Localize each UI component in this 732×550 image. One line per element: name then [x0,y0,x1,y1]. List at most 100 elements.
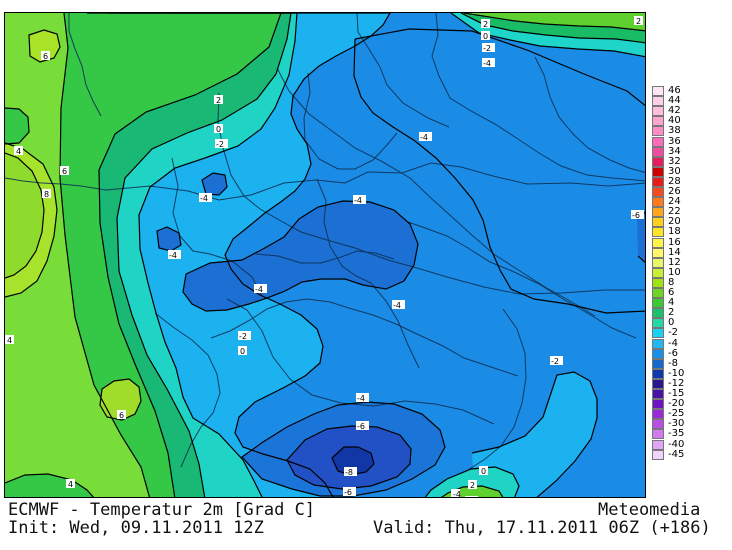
legend-label: -25 [668,408,685,420]
legend-row: -4 [652,337,722,349]
legend-swatch [652,267,664,278]
legend-row: -6 [652,348,722,359]
legend-label: -12 [668,377,685,389]
legend-row: 32 [652,156,722,167]
temperature-band-left-top-lime [29,30,60,62]
legend-row: 4 [652,297,722,309]
legend-row: 24 [652,196,722,208]
legend-label: -35 [668,428,685,440]
legend-swatch [652,126,664,137]
contour-label: 2 [214,95,223,105]
legend-row: 36 [652,135,722,147]
svg-text:0: 0 [481,467,486,476]
svg-text:-2: -2 [216,140,224,149]
svg-text:2: 2 [636,17,641,26]
contour-label: -2 [238,331,251,341]
contour-label: 6 [41,51,50,61]
legend-label: 14 [668,246,681,258]
svg-text:4: 4 [68,480,73,489]
legend-label: -40 [668,438,685,450]
legend-label: -10 [668,367,685,379]
legend-row: 38 [652,125,722,137]
svg-text:-8: -8 [345,468,353,477]
legend-swatch [652,166,664,177]
legend-row: 46 [652,85,722,96]
contour-labels: 2 2 0 -2 -4 [5,16,644,497]
contour-label: -6 [343,487,356,497]
legend-row: 44 [652,95,722,107]
contour-label: -6 [356,421,369,431]
contour-label: -4 [392,300,405,310]
contour-label: -2 [465,496,478,497]
svg-text:-6: -6 [632,211,640,220]
contour-label: -8 [344,467,357,477]
svg-text:-6: -6 [357,422,365,431]
legend-swatch [652,116,664,127]
contour-label: 0 [214,124,223,134]
contour-label: 2 [468,480,477,490]
legend-row: 26 [652,186,722,197]
temperature-map: 2 2 0 -2 -4 [5,13,645,497]
legend-row: -2 [652,327,722,339]
legend-label: 22 [668,206,681,218]
legend-label: 26 [668,186,681,197]
legend-row: 28 [652,176,722,187]
legend-swatch [652,399,664,410]
contour-label: -4 [168,250,181,260]
legend-row: 42 [652,105,722,117]
legend-row: 8 [652,277,722,288]
legend-swatch [652,176,664,187]
legend-swatch [652,348,664,359]
contour-label: 0 [479,466,488,476]
legend-label: -4 [668,337,678,349]
legend-label: -2 [668,327,678,339]
legend-row: -30 [652,418,722,430]
svg-text:0: 0 [483,32,488,41]
temperature-contours [5,13,645,497]
legend-row: 12 [652,257,722,268]
legend-label: 18 [668,226,681,238]
temperature-band-west-dark [157,227,181,251]
svg-text:-4: -4 [255,285,263,294]
svg-text:2: 2 [470,481,475,490]
legend-swatch [652,368,664,379]
temperature-legend: 46 44 42 40 38 36 34 32 30 28 26 24 22 20 18 16 14 12 10 8 6… [652,85,724,466]
legend-label: 40 [668,115,681,127]
temperature-band-east-dark [637,212,645,263]
legend-swatch [652,449,664,460]
legend-row: 34 [652,146,722,157]
contour-label: -4 [356,393,369,403]
legend-swatch [652,328,664,339]
legend-swatch [652,257,664,268]
svg-text:-4: -4 [393,301,401,310]
legend-row: 10 [652,267,722,278]
contour-label: -2 [215,139,228,149]
legend-row: -45 [652,449,722,460]
svg-text:-4: -4 [483,59,491,68]
legend-label: 36 [668,135,681,147]
contour-label: -4 [451,489,461,497]
legend-swatch [652,308,664,319]
legend-label: 4 [668,297,675,309]
legend-row: -25 [652,408,722,420]
temperature-band-south-deep [332,447,374,475]
contour-label: 0 [481,31,490,41]
svg-text:-2: -2 [239,332,247,341]
legend-swatch [652,419,664,430]
temperature-map-panel: 2 2 0 -2 -4 [4,12,646,498]
legend-row: 40 [652,115,722,127]
legend-row: 0 [652,317,722,329]
temperature-band-se-cyan [472,372,597,497]
legend-swatch [652,187,664,197]
contour-label: 2 [634,16,643,26]
legend-label: 6 [668,287,675,298]
svg-text:-2: -2 [483,44,491,53]
legend-swatch [652,358,664,369]
legend-row: 16 [652,237,722,248]
legend-label: 38 [668,125,681,137]
legend-label: 20 [668,216,681,228]
legend-swatch [652,338,664,349]
product-title: ECMWF - Temperatur 2m [Grad C] [8,500,316,520]
contour-label: -4 [482,58,495,68]
